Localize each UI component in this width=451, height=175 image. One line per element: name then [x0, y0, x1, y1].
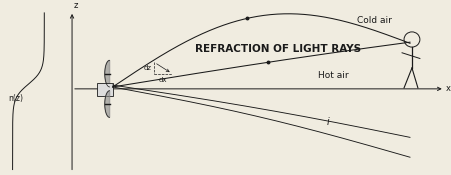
Polygon shape — [105, 60, 109, 87]
Text: n(z): n(z) — [9, 94, 23, 103]
Text: dx: dx — [159, 78, 167, 83]
Text: REFRACTION OF LIGHT RAYS: REFRACTION OF LIGHT RAYS — [195, 44, 360, 54]
Bar — [97, 83, 112, 96]
Text: Hot air: Hot air — [317, 71, 348, 80]
Text: z: z — [74, 1, 78, 10]
Polygon shape — [105, 91, 109, 117]
Text: dz: dz — [143, 65, 151, 71]
Text: Cold air: Cold air — [357, 16, 391, 25]
Text: x: x — [445, 84, 450, 93]
Text: i: i — [326, 117, 328, 127]
